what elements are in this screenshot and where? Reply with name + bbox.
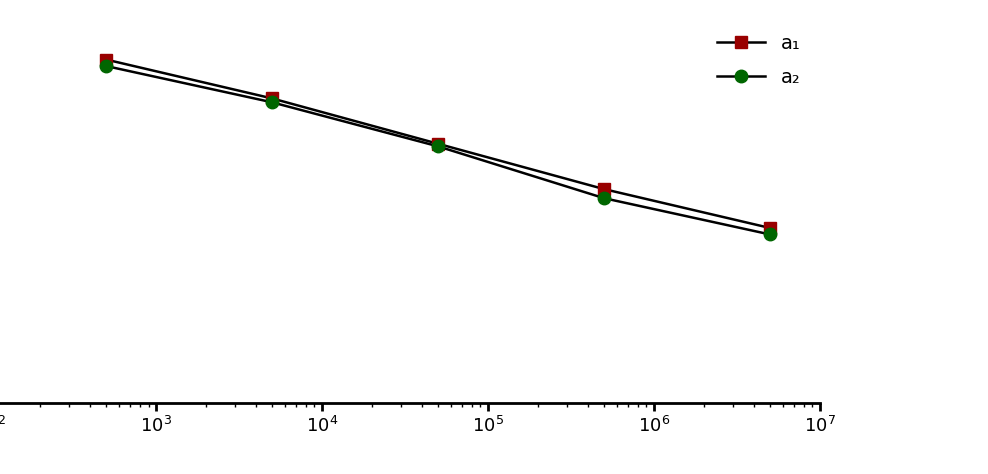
a₁ bbox=[598, 186, 610, 192]
a₁ bbox=[266, 96, 278, 101]
Line: a₁: a₁ bbox=[100, 53, 777, 234]
a₂ bbox=[764, 232, 776, 237]
a₁ bbox=[100, 57, 112, 63]
a₂ bbox=[100, 63, 112, 69]
a₂ bbox=[266, 100, 278, 105]
a₂ bbox=[432, 144, 444, 149]
a₁ bbox=[764, 225, 776, 231]
a₂ bbox=[598, 195, 610, 201]
Legend: a₁, a₂: a₁, a₂ bbox=[707, 24, 810, 97]
Line: a₂: a₂ bbox=[100, 60, 777, 241]
a₁ bbox=[432, 141, 444, 146]
